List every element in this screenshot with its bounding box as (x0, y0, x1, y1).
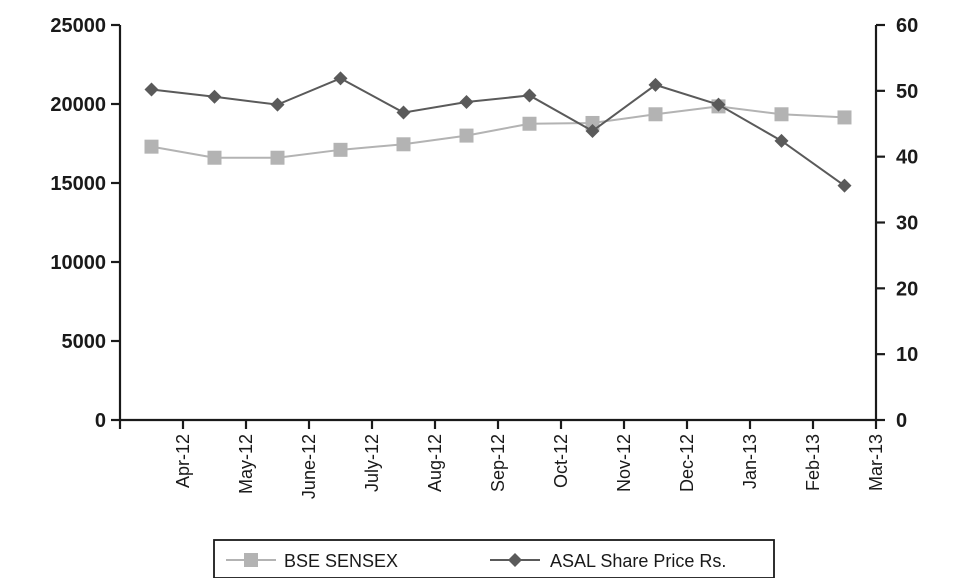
x-tick-label: Jan-13 (740, 434, 760, 489)
data-point (270, 97, 285, 112)
data-point (837, 178, 852, 193)
y-left-tick-label: 25000 (50, 15, 106, 37)
legend-marker (244, 553, 258, 567)
data-point (837, 110, 852, 125)
data-point (396, 137, 411, 152)
legend: BSE SENSEX ASAL Share Price Rs. (213, 539, 775, 578)
data-point (648, 77, 663, 92)
data-point (270, 150, 285, 165)
x-tick-label: July-12 (362, 434, 382, 492)
legend-item-2: ASAL Share Price Rs. (490, 551, 726, 571)
legend-item-1: BSE SENSEX (226, 551, 398, 571)
data-point (144, 82, 159, 97)
x-tick-label: Apr-12 (173, 434, 193, 488)
y-left-tick-label: 10000 (50, 252, 106, 274)
data-point (207, 150, 222, 165)
axes: 0 5000 10000 15000 20000 25000 0 10 20 30 40 50 60 Ap… (50, 15, 918, 499)
y-left-tick-label: 0 (95, 410, 106, 432)
y-right-tick-label: 50 (896, 81, 918, 103)
y-right-tick-label: 30 (896, 213, 918, 235)
data-point (396, 105, 411, 120)
x-tick-label: June-12 (299, 434, 319, 499)
data-point (522, 88, 537, 103)
legend-label: ASAL Share Price Rs. (550, 551, 726, 571)
x-tick-label: Dec-12 (677, 434, 697, 492)
y-right-tick-label: 0 (896, 410, 907, 432)
data-point (648, 107, 663, 122)
x-tick-label: Aug-12 (425, 434, 445, 492)
series-line (151, 105, 845, 159)
data-point (333, 142, 348, 157)
data-point (774, 107, 789, 122)
series-layer (144, 71, 852, 193)
y-left-tick-label: 5000 (62, 331, 107, 353)
legend-label: BSE SENSEX (284, 551, 398, 571)
series-2 (144, 71, 852, 193)
y-right-tick-label: 40 (896, 147, 918, 169)
x-tick-label: May-12 (236, 434, 256, 494)
data-point (207, 89, 222, 104)
series-line (151, 77, 846, 187)
data-point (711, 97, 726, 112)
data-point (585, 123, 600, 138)
data-point (459, 95, 474, 110)
data-point (333, 71, 348, 86)
x-tick-label: Mar-13 (866, 434, 886, 491)
x-tick-label: Sep-12 (488, 434, 508, 492)
y-right-tick-label: 60 (896, 15, 918, 37)
data-point (459, 128, 474, 143)
y-left-tick-label: 15000 (50, 173, 106, 195)
data-point (144, 139, 159, 154)
x-tick-label: Nov-12 (614, 434, 634, 492)
x-tick-label: Feb-13 (803, 434, 823, 491)
series-1 (144, 99, 852, 165)
y-left-tick-label: 20000 (50, 94, 106, 116)
data-point (522, 116, 537, 131)
data-point (774, 133, 789, 148)
legend-marker (508, 553, 522, 567)
y-right-tick-label: 10 (896, 344, 918, 366)
y-right-tick-label: 20 (896, 278, 918, 300)
data-point (585, 115, 600, 130)
x-tick-label: Oct-12 (551, 434, 571, 488)
